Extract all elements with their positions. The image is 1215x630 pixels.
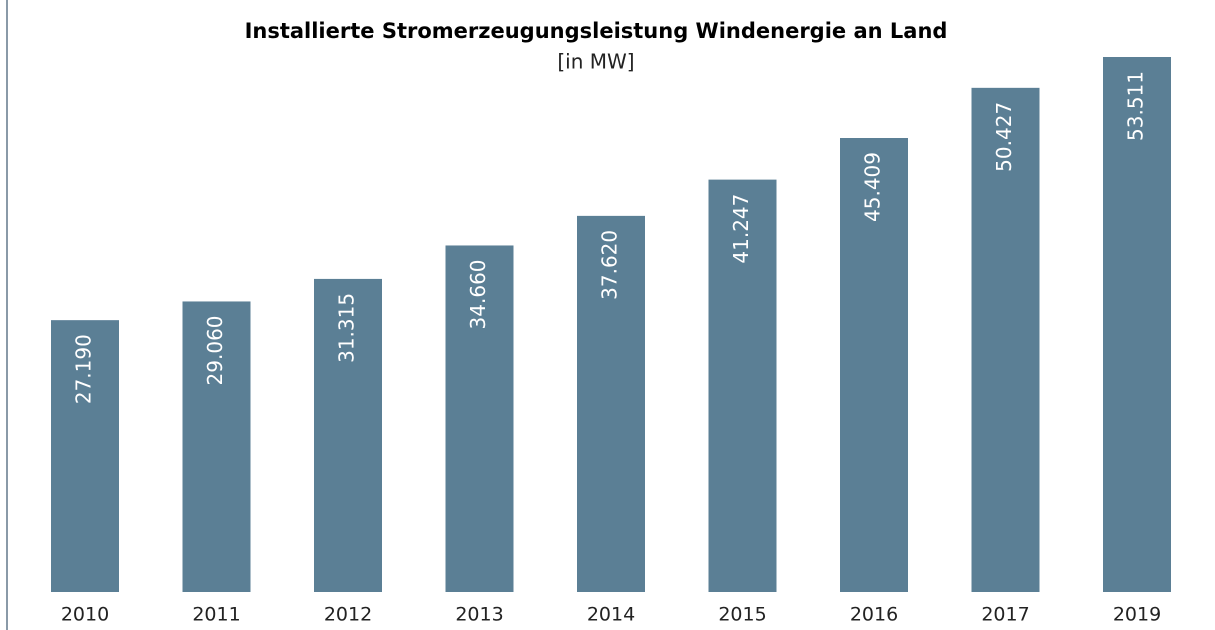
value-label: 41.247 (729, 194, 753, 264)
value-label: 29.060 (203, 315, 227, 385)
bar (445, 245, 514, 592)
value-label: 31.315 (335, 293, 359, 363)
x-tick-label: 2010 (61, 604, 109, 626)
value-label: 27.190 (72, 334, 96, 404)
x-tick-label: 2016 (850, 604, 898, 626)
chart-title: Installierte Stromerzeugungsleistung Win… (245, 19, 948, 43)
x-tick-label: 2013 (455, 604, 503, 626)
value-label: 45.409 (861, 152, 885, 222)
bar (840, 138, 908, 592)
x-tick-label: 2014 (587, 604, 635, 626)
value-label: 50.427 (992, 102, 1016, 172)
x-tick-label: 2012 (324, 604, 372, 626)
value-label: 37.620 (598, 230, 622, 300)
value-label: 53.511 (1124, 71, 1148, 141)
bar (1103, 57, 1171, 592)
bar (577, 215, 645, 593)
bar (971, 87, 1040, 592)
x-tick-label: 2017 (981, 604, 1029, 626)
value-label: 34.660 (466, 259, 490, 329)
chart-subtitle: [in MW] (557, 50, 634, 74)
bar (708, 179, 777, 592)
x-tick-label: 2011 (192, 604, 240, 626)
bar (314, 278, 382, 592)
x-tick-label: 2015 (718, 604, 766, 626)
bar (51, 320, 119, 592)
x-tick-label: 2019 (1113, 604, 1161, 626)
bar (182, 301, 251, 592)
